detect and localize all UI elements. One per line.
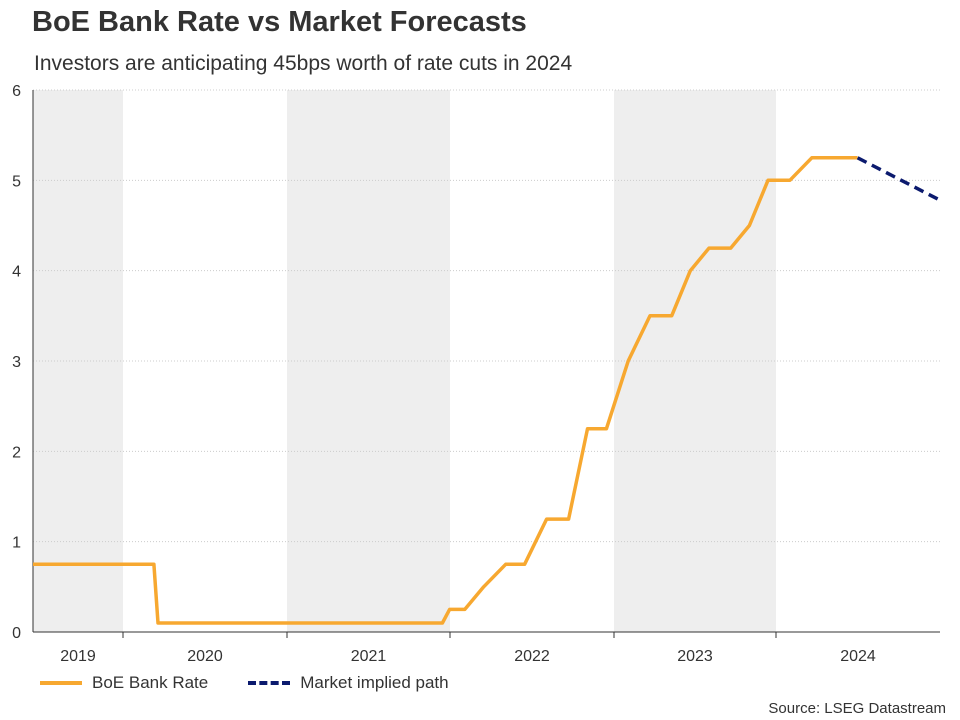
y-tick-label-0: 0 bbox=[12, 625, 21, 642]
series-line-market-path bbox=[856, 156, 941, 202]
y-tick-label-3: 3 bbox=[12, 354, 21, 371]
x-tick-label-2019: 2019 bbox=[60, 648, 96, 665]
legend-swatch-bank-rate bbox=[40, 681, 82, 685]
y-tick-label-4: 4 bbox=[12, 264, 21, 281]
chart-subtitle: Investors are anticipating 45bps worth o… bbox=[34, 52, 573, 75]
legend: BoE Bank Rate Market implied path bbox=[40, 673, 489, 693]
shaded-band-2023 bbox=[614, 90, 776, 632]
series-line-bank-rate bbox=[33, 156, 858, 625]
legend-label-bank-rate: BoE Bank Rate bbox=[92, 673, 209, 692]
x-tick-label-2020: 2020 bbox=[187, 648, 223, 665]
y-tick-label-2: 2 bbox=[12, 444, 21, 461]
source-note: Source: LSEG Datastream bbox=[768, 700, 946, 717]
chart-title: BoE Bank Rate vs Market Forecasts bbox=[32, 6, 527, 38]
y-tick-label-1: 1 bbox=[12, 535, 21, 552]
x-tick-label-2022: 2022 bbox=[514, 648, 550, 665]
y-tick-label-5: 5 bbox=[12, 173, 21, 190]
legend-swatch-market-path bbox=[248, 681, 291, 685]
shaded-band-2021 bbox=[287, 90, 450, 632]
legend-item-bank-rate: BoE Bank Rate bbox=[40, 673, 208, 693]
x-tick-label-2021: 2021 bbox=[351, 648, 387, 665]
legend-item-market-path: Market implied path bbox=[248, 673, 449, 693]
x-tick-label-2024: 2024 bbox=[840, 648, 876, 665]
x-tick-label-2023: 2023 bbox=[677, 648, 713, 665]
y-tick-label-6: 6 bbox=[12, 83, 21, 100]
legend-label-market-path: Market implied path bbox=[300, 673, 449, 692]
